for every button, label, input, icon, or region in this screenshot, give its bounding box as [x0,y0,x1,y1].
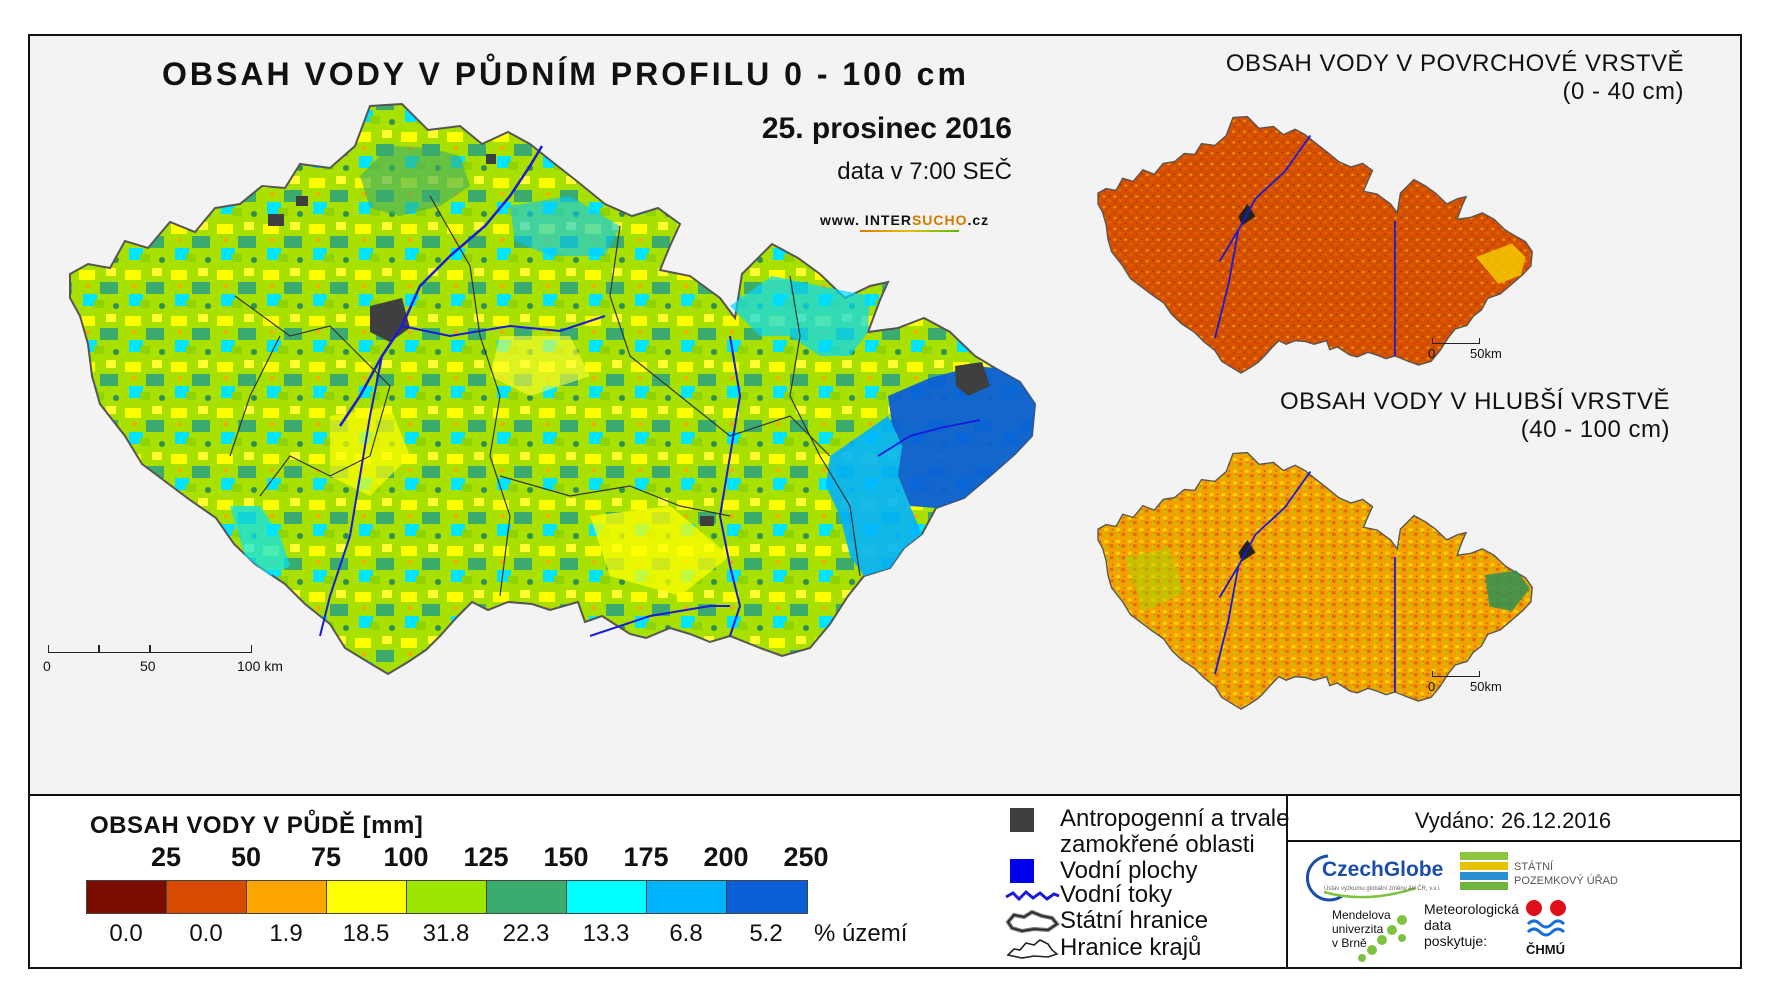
surface-layer-title: OBSAH VODY V POVRCHOVÉ VRSTVĚ [1225,50,1684,77]
threshold-label: 175 [623,842,669,872]
key-region-border-label: Hranice krajů [1060,934,1202,961]
spu-name-line2: POZEMKOVÝ ÚŘAD [1514,875,1618,887]
main-scale-mid: 50 [140,658,156,674]
percent-value: 5.2 [749,920,783,947]
anthropogenic-area-icon [1010,808,1034,832]
legend-swatch [167,881,247,913]
legend-swatch [327,881,407,913]
mendel-line3: v Brně [1332,936,1367,950]
legend-divider [30,794,1740,796]
main-soil-map [69,102,1037,676]
percent-value: 18.5 [342,920,390,947]
website-underline [860,230,960,232]
percent-value: 1.9 [269,920,303,947]
main-scale-tick [149,645,151,653]
key-rivers: Vodní toky [1005,881,1173,908]
deeper-layer-title: OBSAH VODY V HLUBŠÍ VRSTVĚ [1279,388,1670,415]
threshold-label: 100 [383,842,429,872]
map-panel: OBSAH VODY V PŮDNÍM PROFILU 0 - 100 cm 2… [30,36,1740,794]
chmu-logo-icon [1526,900,1566,937]
surface-scale-bar [1432,338,1480,344]
mendel-line2: univerzita [1332,922,1384,936]
website-suffix: .cz [967,212,990,228]
threshold-label: 250 [783,842,829,872]
region-border-icon [1006,939,1059,959]
key-anthropogenic: Antropogenní a trvale zamokřené oblasti [1010,805,1290,858]
czechglobe-logo-icon [1306,854,1417,902]
legend-swatch [487,881,567,913]
deeper-layer-range: (40 - 100 cm) [1520,416,1670,443]
water-body-icon [1010,859,1034,883]
chmu-name: ČHMÚ [1526,942,1565,957]
issued-divider [1286,796,1288,967]
color-scale [86,880,808,914]
legend-swatch [407,881,487,913]
deeper-layer-map [1097,451,1533,710]
key-anthropogenic-line2: zamokřené oblasti [1060,831,1255,858]
surface-scale-zero: 0 [1428,346,1436,361]
main-scale-zero: 0 [43,658,51,674]
meteo-line3: poskytuje: [1424,933,1488,949]
main-scale-tick [98,645,100,653]
map-sheet: OBSAH VODY V PŮDNÍM PROFILU 0 - 100 cm 2… [28,34,1742,969]
threshold-label: 50 [230,842,262,872]
percent-value: 6.8 [669,920,703,947]
legend-swatch [247,881,327,913]
deeper-scale-zero: 0 [1428,679,1436,694]
percent-value: 22.3 [502,920,550,947]
key-water-bodies: Vodní plochy [1010,857,1198,884]
threshold-label: 75 [310,842,342,872]
key-rivers-label: Vodní toky [1060,881,1173,908]
percent-value: 13.3 [582,920,630,947]
percent-unit: % území [814,920,908,947]
issued-underline [1286,840,1740,842]
threshold-label: 125 [463,842,509,872]
meteo-line2: data [1424,917,1452,933]
surface-layer-range: (0 - 40 cm) [1562,78,1684,105]
website-highlight: SUCHO [911,212,968,228]
meteo-line1: Meteorologická [1424,901,1519,917]
key-state-border: Státní hranice [1005,907,1209,934]
threshold-label: 25 [150,842,182,872]
main-scale-end: 100 km [237,658,283,674]
legend-swatch [87,881,167,913]
mendel-dots-icon [1358,915,1407,962]
river-line-icon [1005,889,1060,902]
issued-date: Vydáno: 26.12.2016 [1414,808,1612,833]
surface-layer-map [1097,115,1533,374]
key-anthropogenic-line1: Antropogenní a trvale [1060,805,1290,832]
website-link[interactable]: www. INTERSUCHO.cz [820,212,990,232]
website-prefix: www. INTER [820,212,912,228]
data-time: data v 7:00 SEČ [837,158,1012,185]
key-region-border: Hranice krajů [1006,934,1202,961]
legend-panel: OBSAH VODY V PŮDĚ [mm] 25 50 75 100 125 … [30,796,1740,967]
map-date: 25. prosinec 2016 [761,112,1012,145]
spu-logo-icon [1460,852,1508,892]
maps-svg [69,102,1533,710]
mendel-line1: Mendelova [1332,908,1391,922]
legend-title: OBSAH VODY V PŮDĚ [mm] [90,812,424,839]
deeper-scale-bar [1432,671,1480,677]
percent-value: 0.0 [189,920,223,947]
map-title: OBSAH VODY V PŮDNÍM PROFILU 0 - 100 cm [162,56,969,92]
czechglobe-name: CzechGlobe [1322,858,1444,881]
legend-swatch [567,881,647,913]
legend-swatch [647,881,727,913]
percent-value: 31.8 [422,920,470,947]
key-water-label: Vodní plochy [1060,857,1198,884]
legend-swatch [727,881,807,913]
czechglobe-subtitle: Ústav výzkumu globální změny AV ČR, v.v.… [1324,886,1441,892]
threshold-label: 200 [703,842,749,872]
surface-scale-end: 50km [1470,346,1502,361]
spu-name-line1: STÁTNÍ [1514,861,1554,873]
key-state-border-label: Státní hranice [1060,907,1209,934]
threshold-label: 150 [543,842,589,872]
percent-value: 0.0 [109,920,143,947]
state-border-icon [1005,909,1060,934]
deeper-scale-end: 50km [1470,679,1502,694]
